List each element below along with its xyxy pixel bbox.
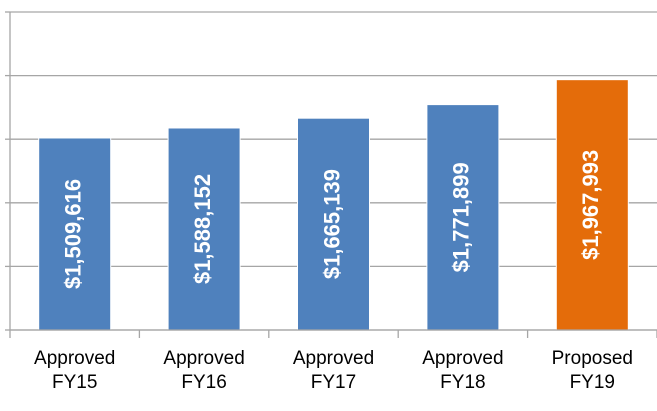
x-tick-label: Approved FY17: [292, 348, 375, 393]
value-label: $1,967,993: [578, 150, 603, 260]
bar: [38, 137, 112, 331]
value-label: $1,588,152: [190, 174, 215, 284]
bar: [167, 127, 241, 331]
bar: [297, 117, 370, 331]
x-tick-label: Approved FY15: [34, 348, 116, 393]
bar: [426, 104, 500, 331]
x-tick-label: Proposed FY19: [551, 348, 633, 393]
x-tick-label: Approved FY18: [422, 348, 504, 393]
value-label: $1,771,899: [449, 162, 474, 272]
value-label: $1,509,616: [61, 179, 86, 289]
value-label: $1,665,139: [319, 169, 344, 279]
x-tick-label: Approved FY16: [163, 348, 245, 393]
bar: [555, 79, 629, 331]
